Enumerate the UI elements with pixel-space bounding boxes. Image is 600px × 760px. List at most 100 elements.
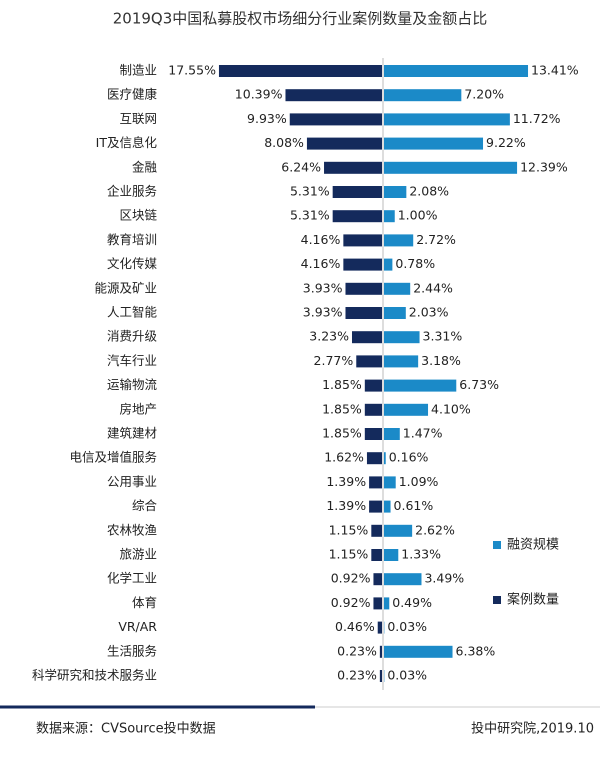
bar [384,138,483,150]
value-label: 1.15% [329,547,369,562]
source: 数据来源：CVSource投中数据 [36,721,216,737]
value-label: 2.08% [409,184,449,199]
value-label: 4.16% [301,232,341,247]
value-label: 1.85% [322,401,362,416]
bar [384,525,412,537]
bar [384,597,389,609]
value-label: 12.39% [520,159,568,174]
value-label: 5.31% [290,208,330,223]
category-label: 消费升级 [107,329,158,344]
value-label: 0.61% [394,498,434,513]
value-label: 0.03% [387,619,427,634]
bar [333,186,382,198]
value-label: 1.39% [326,474,366,489]
legend-label: 融资规模 [507,538,559,553]
value-label: 3.49% [424,571,464,586]
bar [378,622,382,634]
bar [384,331,420,343]
value-label: 6.73% [459,377,499,392]
value-label: 9.22% [486,135,526,150]
bar [384,646,453,658]
bar [345,283,382,295]
bar [384,355,418,367]
value-label: 3.93% [303,280,343,295]
value-label: 3.31% [423,329,463,344]
bar [384,501,391,513]
category-label: 电信及增值服务 [69,450,157,465]
value-label: 6.24% [281,159,321,174]
bar [352,331,382,343]
value-label: 2.62% [415,522,455,537]
value-label: 4.16% [301,256,341,271]
bar [365,428,382,440]
category-label: VR/AR [118,619,157,634]
bar [384,210,395,222]
value-label: 3.23% [309,329,349,344]
value-label: 0.92% [331,595,371,610]
value-label: 0.49% [392,595,432,610]
bar [384,573,421,585]
category-label: 建筑建材 [107,426,157,441]
value-label: 1.85% [322,426,362,441]
value-label: 0.78% [395,256,435,271]
value-label: 1.09% [399,474,439,489]
category-label: 体育 [132,595,157,610]
bar [384,307,406,319]
bar [333,210,382,222]
bar [384,428,400,440]
bar [307,138,382,150]
category-label: 人工智能 [107,305,158,320]
category-label: 综合 [132,498,158,513]
category-label: 农林牧渔 [107,522,157,537]
bar [384,89,461,101]
value-label: 8.08% [264,135,304,150]
value-label: 0.46% [335,619,375,634]
category-label: 互联网 [119,111,157,126]
category-label: 房地产 [119,401,157,416]
category-label: 旅游业 [119,547,157,562]
bar [290,113,382,125]
bar [345,307,382,319]
legend-label: 案例数量 [507,593,559,608]
value-label: 11.72% [513,111,561,126]
bar [365,380,382,392]
bar [356,355,382,367]
category-label: 公用事业 [107,474,157,489]
value-label: 2.44% [413,280,453,295]
bar [384,283,410,295]
bar [380,646,382,658]
bar [371,549,382,561]
bar [384,452,386,464]
bar [343,234,382,246]
value-label: 1.39% [326,498,366,513]
bar [371,525,382,537]
category-label: 化学工业 [107,571,157,586]
value-label: 3.18% [421,353,461,368]
bar [380,670,382,682]
value-label: 2.03% [409,305,449,320]
bar [367,452,382,464]
bar [365,404,382,416]
bar [384,259,392,271]
bar [384,404,428,416]
value-label: 5.31% [290,184,330,199]
value-label: 6.38% [456,643,496,658]
value-label: 1.47% [403,426,443,441]
category-label: 汽车行业 [107,353,157,368]
value-label: 1.15% [329,522,369,537]
value-label: 7.20% [464,87,504,102]
bar [369,501,382,513]
value-label: 13.41% [531,63,579,78]
value-label: 2.77% [314,353,354,368]
bar [384,65,528,77]
bar [343,259,382,271]
value-label: 1.00% [398,208,438,223]
bar [324,162,382,174]
value-label: 3.93% [303,305,343,320]
category-label: 企业服务 [107,184,157,199]
value-label: 1.33% [401,547,441,562]
category-label: 医疗健康 [107,87,158,102]
value-label: 0.23% [337,668,377,683]
value-label: 0.16% [389,450,429,465]
